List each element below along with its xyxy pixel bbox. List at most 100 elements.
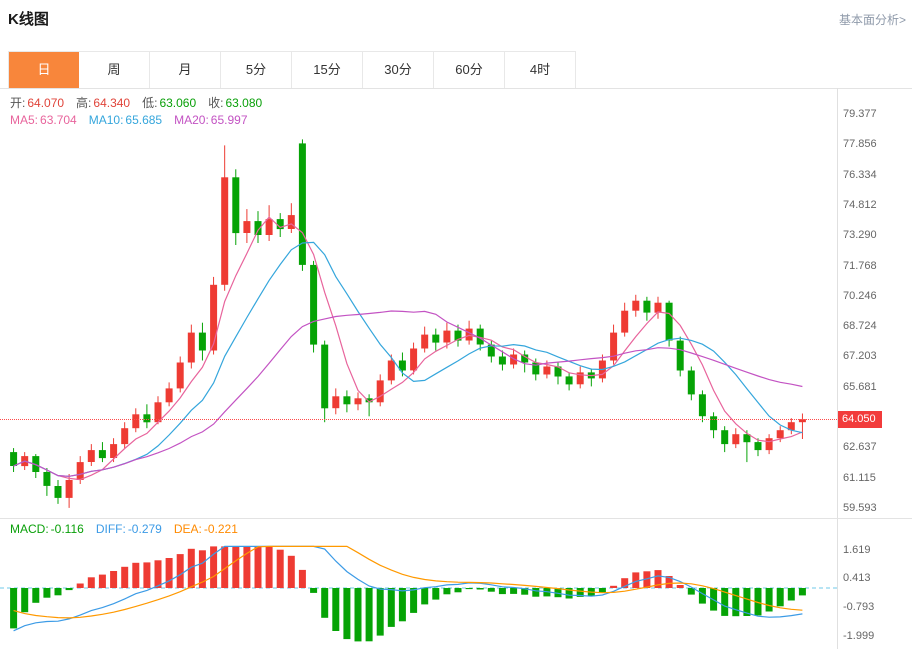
candle[interactable] <box>232 177 240 234</box>
candle[interactable] <box>721 430 729 445</box>
candle[interactable] <box>276 219 284 230</box>
candle[interactable] <box>43 472 51 486</box>
tab-60分[interactable]: 60分 <box>434 52 505 88</box>
candle[interactable] <box>165 388 173 403</box>
candle[interactable] <box>110 444 118 458</box>
candle[interactable] <box>187 332 195 363</box>
candle[interactable] <box>687 370 695 395</box>
candle[interactable] <box>298 143 306 265</box>
candle[interactable] <box>654 302 662 313</box>
candle[interactable] <box>476 328 484 345</box>
tab-月[interactable]: 月 <box>150 52 221 88</box>
tab-周[interactable]: 周 <box>79 52 150 88</box>
candle[interactable] <box>643 300 651 313</box>
macd-bar <box>121 566 129 588</box>
macd-bar <box>687 588 695 595</box>
candle[interactable] <box>421 334 429 349</box>
candle[interactable] <box>521 354 529 363</box>
candle[interactable] <box>610 332 618 361</box>
candle[interactable] <box>710 416 718 431</box>
candle[interactable] <box>32 456 40 472</box>
tab-日[interactable]: 日 <box>9 52 79 88</box>
tab-5分[interactable]: 5分 <box>221 52 292 88</box>
fundamental-analysis-link[interactable]: 基本面分析> <box>838 13 906 27</box>
candle[interactable] <box>254 221 262 235</box>
candle[interactable] <box>632 300 640 311</box>
candle[interactable] <box>365 398 373 403</box>
candle[interactable] <box>265 219 273 235</box>
candle[interactable] <box>776 430 784 439</box>
candle[interactable] <box>698 394 706 417</box>
candle[interactable] <box>410 348 418 371</box>
macd-bar <box>232 546 240 588</box>
candlestick-chart[interactable] <box>0 88 837 518</box>
macd-bar <box>32 588 40 603</box>
candle[interactable] <box>798 419 806 423</box>
candle[interactable] <box>676 340 684 371</box>
candle[interactable] <box>487 344 495 357</box>
candle[interactable] <box>154 402 162 423</box>
candle[interactable] <box>743 434 751 443</box>
candle[interactable] <box>754 442 762 451</box>
macd-bar <box>743 588 751 616</box>
candle[interactable] <box>565 376 573 385</box>
candle[interactable] <box>465 328 473 341</box>
candle[interactable] <box>498 356 506 365</box>
candle[interactable] <box>210 284 218 351</box>
macd-bar <box>310 588 318 593</box>
candle[interactable] <box>65 480 73 498</box>
candle[interactable] <box>343 396 351 405</box>
candle[interactable] <box>787 422 795 431</box>
candle[interactable] <box>310 264 318 345</box>
candle[interactable] <box>243 221 251 233</box>
candle[interactable] <box>198 332 206 351</box>
macd-bar <box>510 588 518 594</box>
price-tick: 74.812 <box>843 198 877 211</box>
open-label: 开: <box>10 96 26 110</box>
candle[interactable] <box>354 398 362 405</box>
candle[interactable] <box>554 366 562 377</box>
candle[interactable] <box>398 360 406 371</box>
candle[interactable] <box>576 372 584 385</box>
candle[interactable] <box>98 450 106 459</box>
candle[interactable] <box>143 414 151 423</box>
macd-chart[interactable] <box>0 519 837 649</box>
chart-top-border <box>0 88 912 89</box>
candle[interactable] <box>10 452 18 466</box>
candle[interactable] <box>510 354 518 365</box>
candle[interactable] <box>321 344 329 409</box>
candle[interactable] <box>76 462 84 480</box>
candle[interactable] <box>543 366 551 375</box>
tab-15分[interactable]: 15分 <box>292 52 363 88</box>
candle[interactable] <box>54 486 62 498</box>
candle[interactable] <box>387 360 395 381</box>
last-price-line <box>0 419 837 420</box>
tab-4时[interactable]: 4时 <box>505 52 575 88</box>
candle[interactable] <box>732 434 740 445</box>
candle[interactable] <box>332 396 340 409</box>
macd-bar <box>732 588 740 617</box>
macd-bar <box>54 588 62 596</box>
macd-bar <box>465 588 473 590</box>
candle[interactable] <box>87 450 95 462</box>
candle[interactable] <box>454 330 462 341</box>
candle[interactable] <box>765 438 773 451</box>
tab-30分[interactable]: 30分 <box>363 52 434 88</box>
candle[interactable] <box>443 330 451 343</box>
candle[interactable] <box>121 428 129 445</box>
candle[interactable] <box>621 310 629 333</box>
candle[interactable] <box>665 302 673 341</box>
candle[interactable] <box>287 215 295 229</box>
candle[interactable] <box>176 362 184 389</box>
candle[interactable] <box>221 177 229 285</box>
candle[interactable] <box>376 380 384 403</box>
panel-divider-line <box>0 518 912 519</box>
price-tick: 76.334 <box>843 168 877 181</box>
macd-bar <box>165 558 173 588</box>
candle[interactable] <box>132 414 140 429</box>
candle[interactable] <box>532 362 540 375</box>
macd-bar <box>376 588 384 636</box>
candle[interactable] <box>432 334 440 343</box>
macd-bar <box>576 588 584 597</box>
